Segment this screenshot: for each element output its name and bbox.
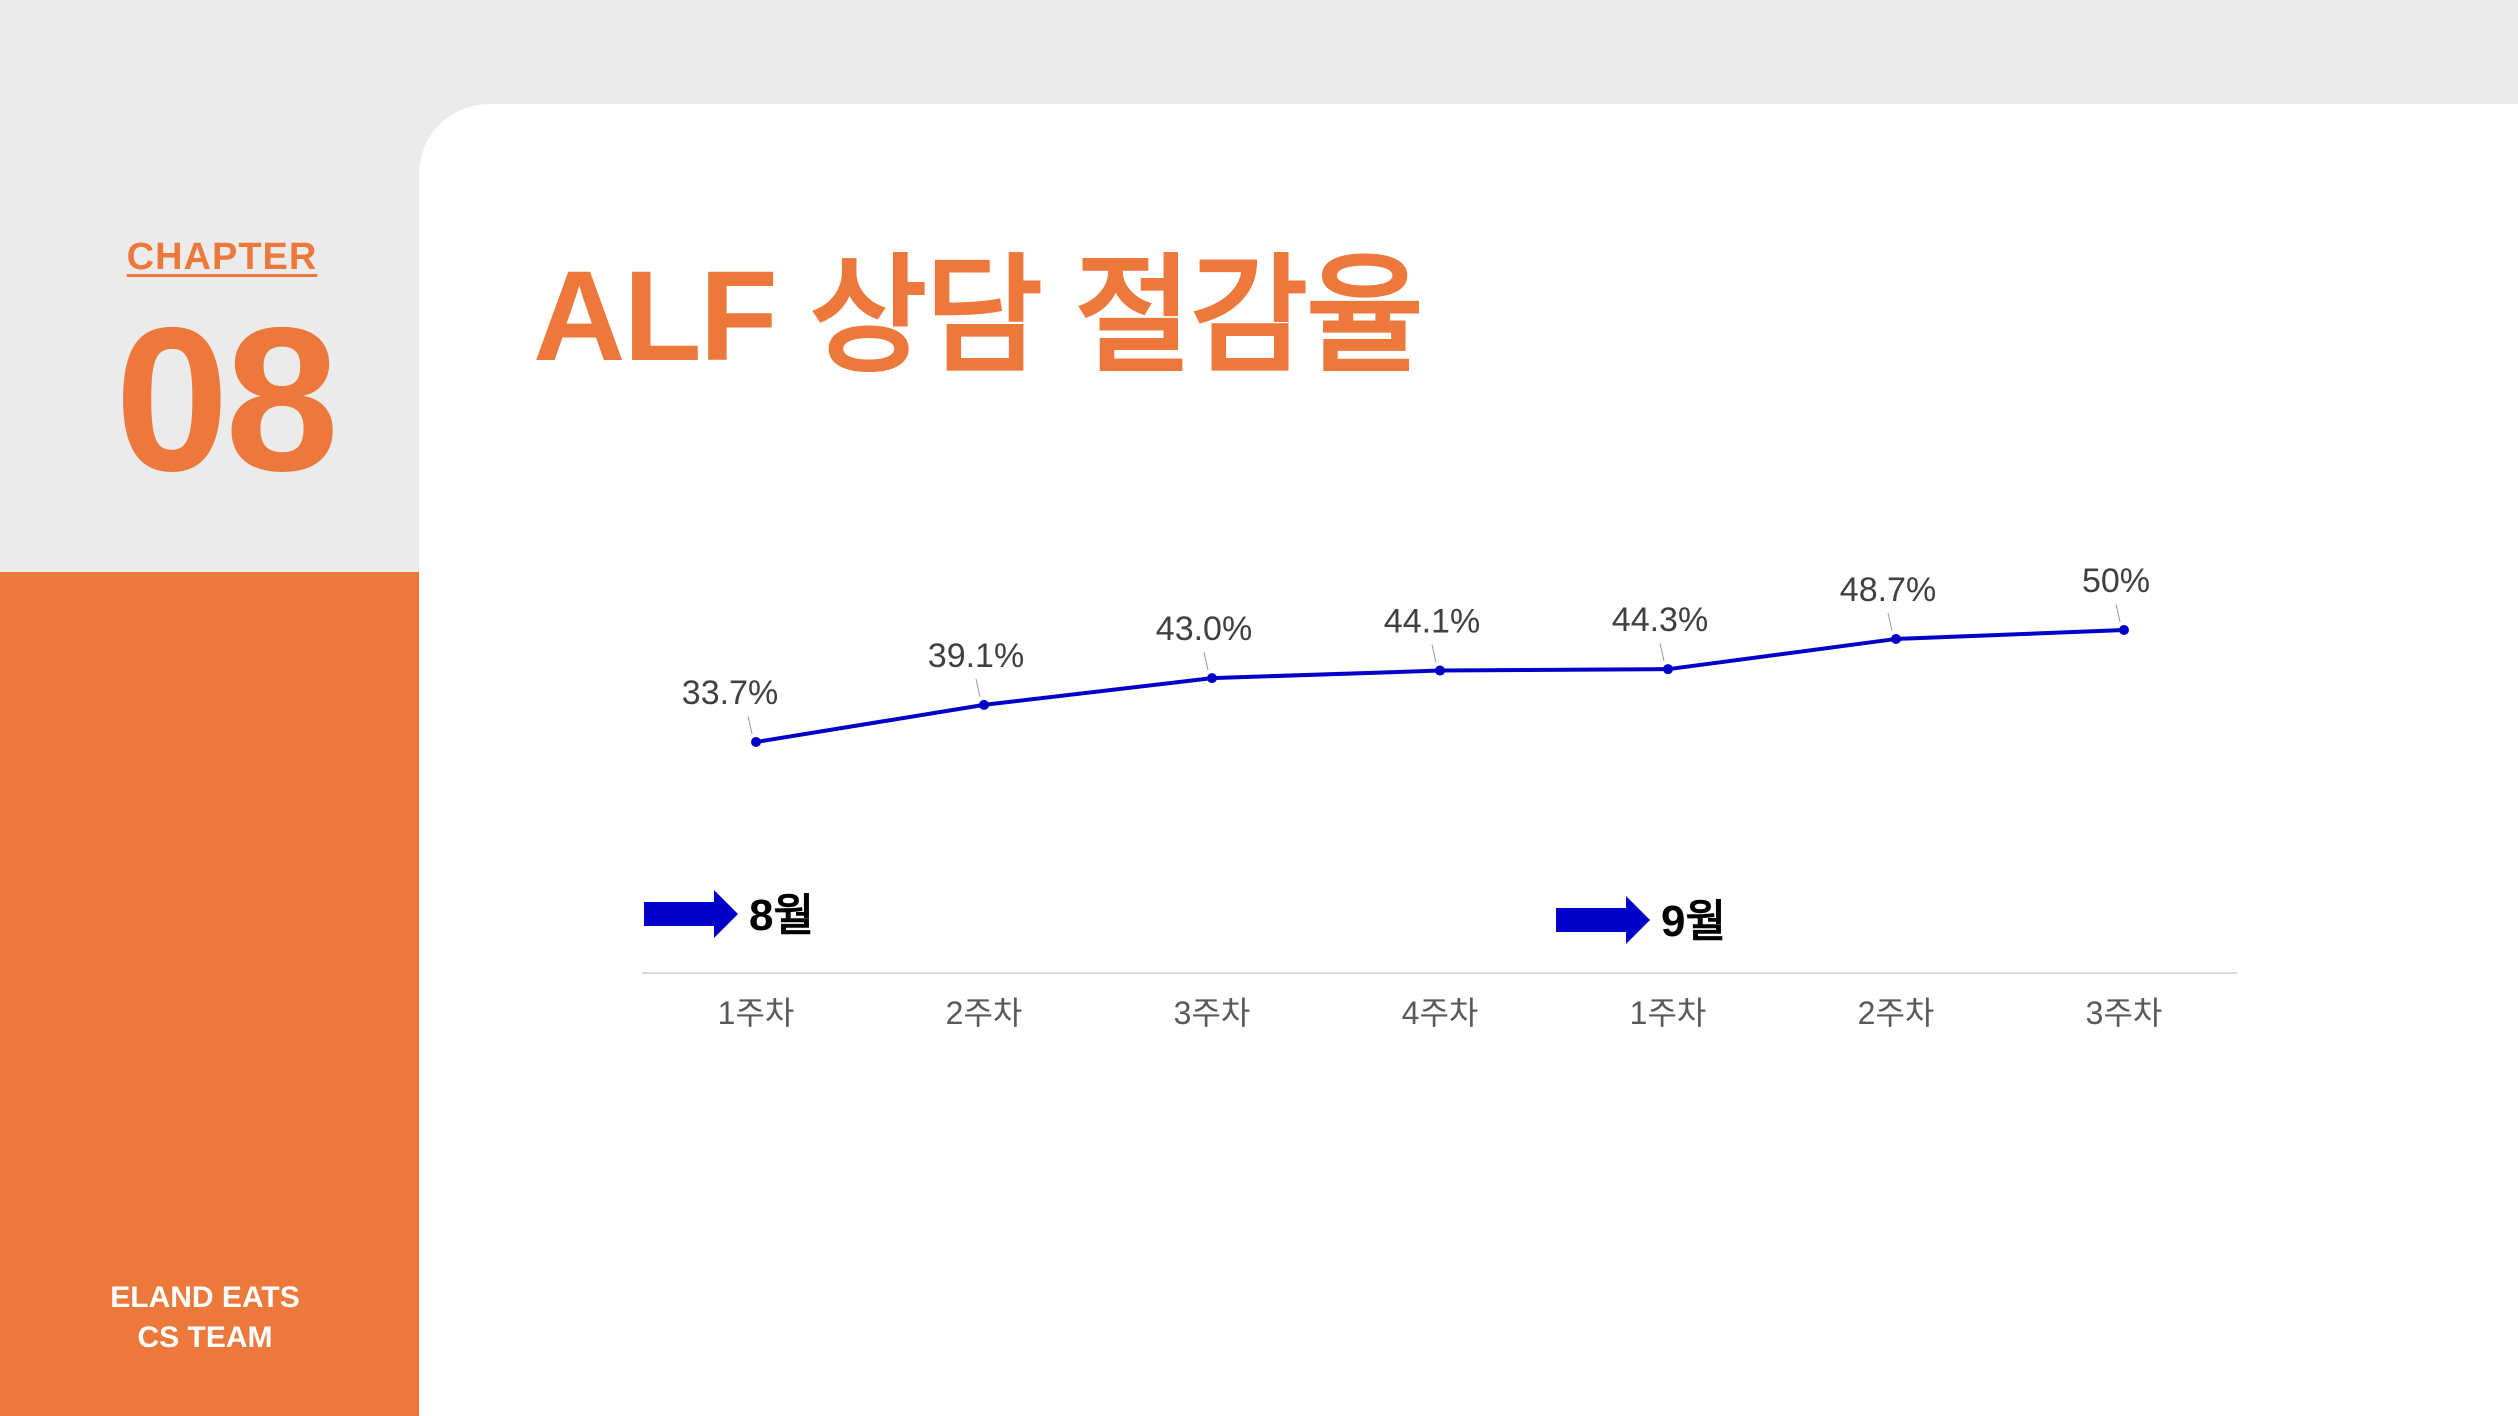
data-label: 44.1% (1384, 603, 1480, 641)
data-point (1435, 665, 1445, 676)
x-tick-label: 2주차 (946, 995, 1023, 1031)
data-point (1207, 673, 1217, 684)
page-title: ALF 상담 절감율 (533, 245, 1424, 388)
leader-line (747, 715, 753, 735)
x-tick-label: 4주차 (1402, 995, 1479, 1031)
leader-line (2115, 603, 2121, 623)
x-tick-label: 2주차 (1858, 995, 1935, 1031)
data-point (979, 699, 989, 710)
data-point (2119, 625, 2129, 636)
data-point (1663, 664, 1673, 675)
data-point (1891, 633, 1901, 644)
x-tick-label: 1주차 (1630, 995, 1707, 1031)
chapter-number: 08 (114, 285, 339, 514)
arrow-right-icon (1556, 896, 1650, 944)
data-label: 39.1% (928, 637, 1024, 675)
data-label: 48.7% (1840, 571, 1936, 609)
team-line-1: ELAND EATS (110, 1281, 300, 1314)
chapter-label: CHAPTER (126, 236, 318, 278)
month-group-label: 8월 (749, 891, 814, 940)
sidebar-orange-panel (0, 572, 419, 1416)
data-label: 50% (2082, 562, 2150, 600)
team-name: ELAND EATS CS TEAM (60, 1278, 350, 1358)
data-point (751, 737, 761, 747)
leader-line (1887, 612, 1893, 632)
x-tick-label: 3주차 (1174, 995, 1251, 1031)
x-tick-label: 1주차 (718, 995, 795, 1031)
content-card (419, 104, 2518, 1416)
data-label: 43.0% (1156, 610, 1252, 648)
leader-line (975, 678, 981, 698)
month-group-label: 9월 (1661, 897, 1726, 946)
leader-line (1203, 652, 1209, 671)
arrow-right-icon (644, 890, 738, 938)
leader-line (1659, 643, 1665, 662)
leader-line (1431, 644, 1437, 663)
data-label: 33.7% (682, 674, 778, 712)
data-label: 44.3% (1612, 601, 1708, 639)
x-tick-label: 3주차 (2086, 995, 2163, 1031)
team-line-2: CS TEAM (137, 1321, 273, 1354)
